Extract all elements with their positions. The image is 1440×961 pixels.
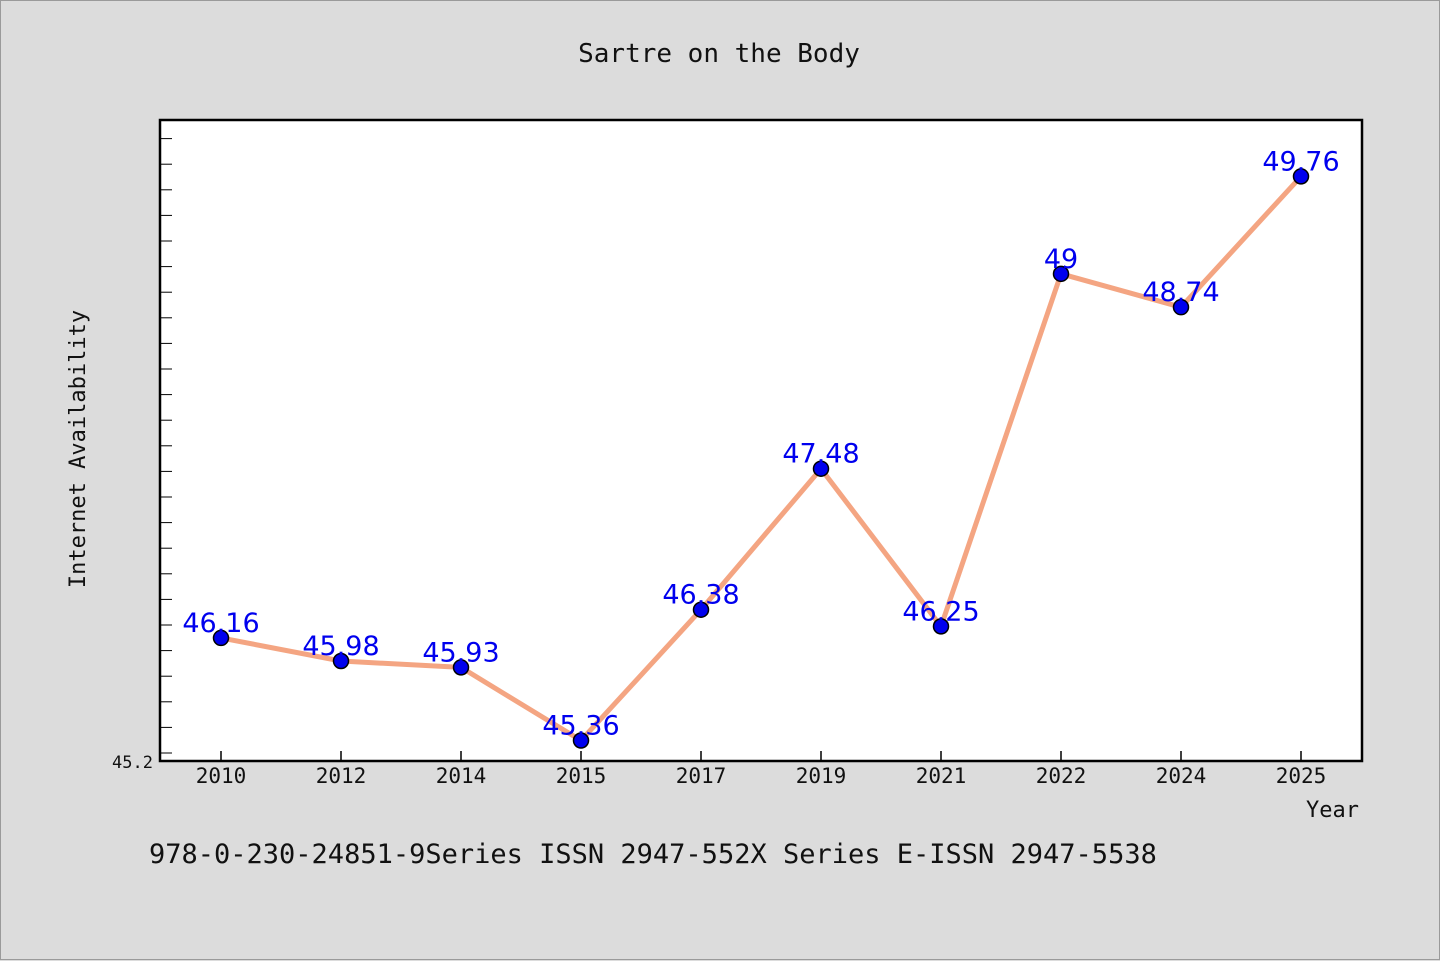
data-point-2024 xyxy=(1172,298,1190,316)
data-label-2014: 45.93 xyxy=(422,637,499,668)
data-labels: 46.16 45.98 45.93 45.36 46.38 47.48 46.25 49 48.… xyxy=(182,146,1339,741)
series-line xyxy=(218,173,1304,743)
y-axis-minor-ticks xyxy=(160,138,172,754)
x-tick-label-2024: 2024 xyxy=(1156,764,1207,788)
data-point-2014 xyxy=(452,659,470,676)
x-tick-label-2012: 2012 xyxy=(316,764,367,788)
y-axis-min-label: 45.2 xyxy=(112,753,153,773)
data-label-2019: 47.48 xyxy=(782,439,859,470)
x-axis-ticks: 2010 2012 2014 2015 2017 2019 2021 2022 2024 2025 xyxy=(196,751,1327,788)
x-tick-label-2019: 2019 xyxy=(796,764,847,788)
x-tick-label-2015: 2015 xyxy=(556,764,607,788)
x-tick-label-2021: 2021 xyxy=(916,764,967,788)
y-axis-label: Internet Availability xyxy=(66,310,91,588)
data-point-2021 xyxy=(932,618,950,635)
data-point-2012 xyxy=(332,652,350,670)
data-point-2010 xyxy=(212,629,230,647)
data-label-2010: 46.16 xyxy=(182,608,259,639)
data-label-2022: 49 xyxy=(1044,244,1078,275)
x-tick-label-2025: 2025 xyxy=(1276,764,1327,788)
data-point-2015 xyxy=(572,732,590,749)
plot-area xyxy=(158,118,1364,763)
data-point-2025 xyxy=(1292,168,1310,185)
data-label-2025: 49.76 xyxy=(1262,146,1339,177)
data-label-2024: 48.74 xyxy=(1142,277,1219,308)
x-tick-label-2014: 2014 xyxy=(436,764,487,788)
x-tick-label-2022: 2022 xyxy=(1036,764,1087,788)
data-label-2012: 45.98 xyxy=(302,631,379,662)
x-axis-label: Year xyxy=(1306,798,1359,823)
data-point-2022 xyxy=(1052,265,1070,283)
x-tick-label-2017: 2017 xyxy=(676,764,727,788)
data-label-2017: 46.38 xyxy=(662,580,739,611)
x-tick-label-2010: 2010 xyxy=(196,764,247,788)
data-markers xyxy=(212,168,1310,749)
data-label-2021: 46.25 xyxy=(902,596,979,627)
data-point-2019 xyxy=(812,460,830,477)
chart-title: Sartre on the Body xyxy=(578,39,860,69)
footer-isbn-text: 978-0-230-24851-9Series ISSN 2947-552X S… xyxy=(149,839,1157,870)
data-point-2017 xyxy=(692,601,710,618)
data-label-2015: 45.36 xyxy=(542,710,619,741)
